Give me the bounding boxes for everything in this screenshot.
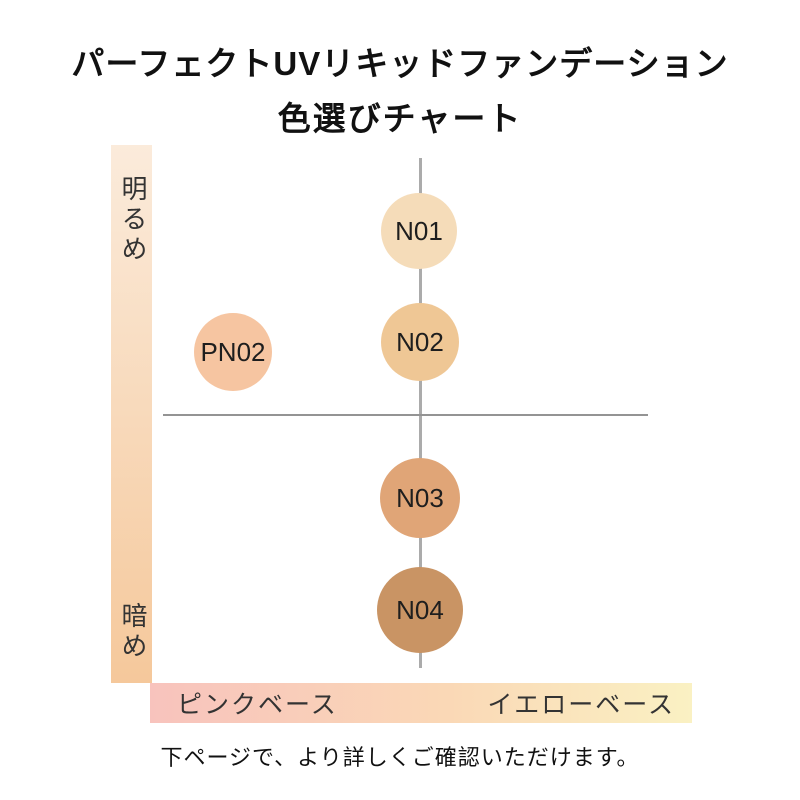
axis-label-darker: 暗め <box>118 602 148 662</box>
footer-note: 下ページで、より詳しくご確認いただけます。 <box>160 745 640 770</box>
page-title-line2: 色選びチャート <box>277 100 523 137</box>
shade-circle-pn02: PN02 <box>194 313 272 391</box>
axis-label-pink-base: ピンクベース <box>177 691 338 719</box>
horizontal-axis-line <box>163 414 648 416</box>
shade-circle-n04: N04 <box>377 567 463 653</box>
shade-label: N02 <box>396 326 444 357</box>
shade-label: N01 <box>395 215 443 246</box>
axis-label-brighter: 明るめ <box>118 175 148 265</box>
vertical-axis-line <box>419 158 422 668</box>
axis-label-yellow-base: イエローベース <box>487 691 675 719</box>
shade-circle-n01: N01 <box>381 193 457 269</box>
page-title: パーフェクトUVリキッドファンデーション 色選びチャート <box>0 42 800 141</box>
brightness-gradient-bar: 明るめ 暗め <box>111 145 152 683</box>
shade-label: N04 <box>396 594 444 625</box>
base-tone-gradient-bar: ピンクベース イエローベース <box>150 683 692 723</box>
page-title-line1: パーフェクトUVリキッドファンデーション <box>71 45 729 82</box>
shade-label: N03 <box>396 482 444 513</box>
shade-circle-n03: N03 <box>380 458 460 538</box>
shade-circle-n02: N02 <box>381 303 459 381</box>
shade-label: PN02 <box>200 336 266 367</box>
